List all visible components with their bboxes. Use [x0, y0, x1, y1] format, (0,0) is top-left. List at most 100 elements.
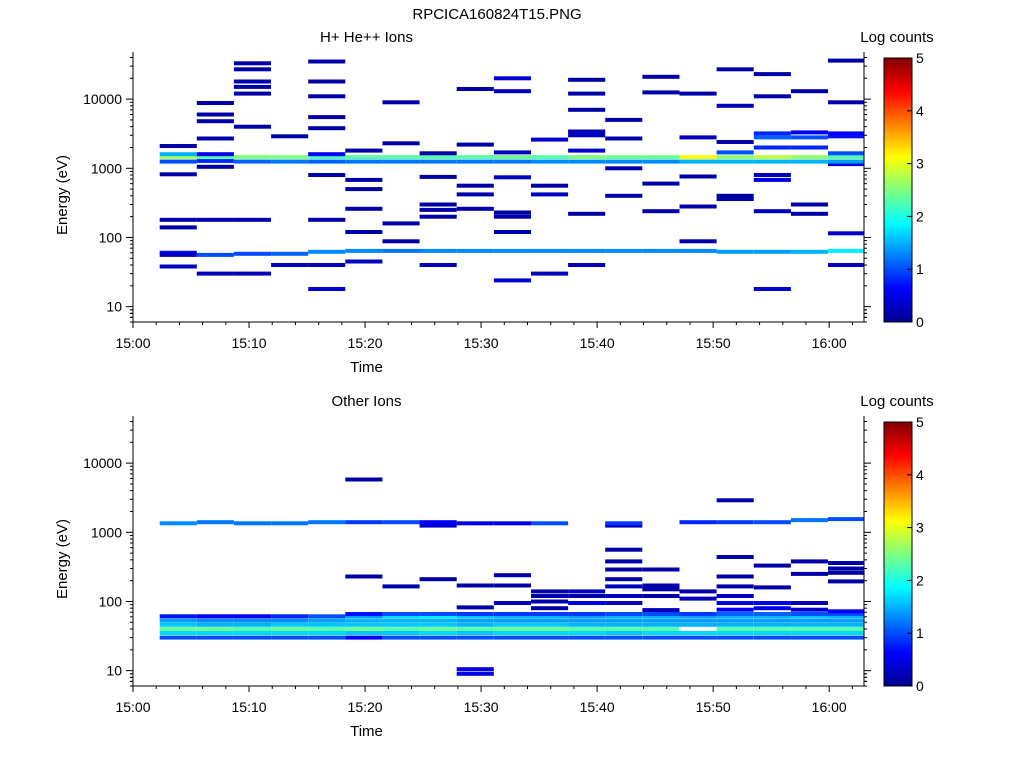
heatmap-cell — [568, 631, 606, 635]
heatmap-cell — [345, 574, 383, 579]
heatmap-cell — [419, 263, 457, 267]
heatmap-cell — [531, 271, 569, 276]
heatmap-cell — [679, 174, 717, 179]
heatmap-cell — [642, 583, 680, 588]
heatmap-cell — [790, 635, 828, 640]
heatmap-cell — [828, 561, 864, 565]
heatmap-cells — [159, 58, 864, 291]
heatmap-cell — [790, 159, 828, 164]
heatmap-cell — [159, 521, 197, 526]
heatmap-cell — [345, 230, 383, 234]
heatmap-cell — [605, 618, 643, 623]
heatmap-cell — [233, 61, 271, 66]
heatmap-cell — [456, 635, 494, 640]
heatmap-cell — [456, 87, 494, 91]
heatmap-cell — [493, 631, 531, 635]
heatmap-cell — [345, 206, 383, 211]
heatmap-cell — [531, 183, 569, 188]
heatmap-cell — [605, 559, 643, 564]
x-tick-label: 15:00 — [115, 335, 150, 351]
heatmap-cell — [753, 618, 791, 623]
heatmap-cell — [456, 159, 494, 164]
heatmap-cell — [271, 618, 309, 623]
heatmap-cell — [233, 84, 271, 89]
heatmap-cell — [308, 173, 346, 177]
heatmap-cell — [456, 248, 494, 253]
heatmap-cell — [271, 622, 309, 627]
heatmap-cell — [828, 517, 864, 522]
heatmap-cell — [493, 573, 531, 578]
heatmap-cell — [753, 287, 791, 291]
heatmap-cell — [382, 248, 420, 253]
heatmap-cell — [679, 159, 717, 164]
heatmap-cell — [828, 134, 864, 139]
heatmap-cell — [233, 67, 271, 72]
heatmap-cell — [271, 159, 309, 164]
x-tick-label: 15:50 — [696, 335, 731, 351]
heatmap-cell — [531, 248, 569, 253]
heatmap-cell — [568, 91, 606, 96]
heatmap-cell — [345, 148, 383, 153]
heatmap-cell — [753, 177, 791, 182]
heatmap-cell — [828, 248, 864, 253]
heatmap-cell — [456, 183, 494, 188]
heatmap-cell — [382, 584, 420, 589]
heatmap-cell — [790, 618, 828, 623]
heatmap-cell — [642, 587, 680, 592]
heatmap-cell — [828, 631, 864, 635]
heatmap-cell — [642, 612, 680, 616]
heatmap-cell — [753, 159, 791, 164]
heatmap-cell — [568, 614, 606, 619]
heatmap-cell — [196, 271, 234, 276]
heatmap-cell — [159, 159, 197, 164]
heatmap-cell — [345, 477, 383, 482]
heatmap-cell — [159, 614, 197, 619]
colorbar-tick-label: 3 — [916, 520, 924, 536]
heatmap-cell — [271, 251, 309, 256]
heatmap-cell — [196, 614, 234, 619]
x-tick-label: 15:40 — [580, 699, 615, 715]
heatmap-cell — [679, 614, 717, 619]
heatmap-cell — [679, 589, 717, 594]
heatmap-cell — [419, 614, 457, 619]
heatmap-cell — [233, 614, 271, 619]
heatmap-cell — [828, 155, 864, 160]
heatmap-cell — [605, 614, 643, 619]
y-tick-label: 1000 — [91, 524, 122, 540]
heatmap-cell — [159, 627, 197, 631]
heatmap-cell — [493, 210, 531, 215]
colorbar-tick-label: 4 — [916, 467, 924, 483]
heatmap-cell — [790, 135, 828, 140]
heatmap-cell — [233, 627, 271, 631]
heatmap-cell — [605, 612, 643, 616]
heatmap-cell — [828, 635, 864, 640]
heatmap-cell — [308, 614, 346, 619]
heatmap-cell — [308, 152, 346, 157]
heatmap-cell — [568, 159, 606, 164]
heatmap-cell — [159, 217, 197, 222]
heatmap-cell — [679, 631, 717, 635]
heatmap-cell — [345, 614, 383, 619]
heatmap-cell — [605, 584, 643, 589]
heatmap-cell — [531, 614, 569, 619]
colorbar-tick-label: 1 — [916, 261, 924, 277]
heatmap-cell — [605, 622, 643, 627]
heatmap-cell — [828, 100, 864, 105]
heatmap-cell — [605, 635, 643, 640]
heatmap-cell — [790, 601, 828, 605]
heatmap-cell — [196, 631, 234, 635]
heatmap-cell — [419, 622, 457, 627]
heatmap-cell — [345, 618, 383, 623]
heatmap-cell — [568, 618, 606, 623]
heatmap-cell — [419, 631, 457, 635]
heatmap-cell — [642, 618, 680, 623]
heatmap-cell — [493, 618, 531, 623]
colorbar-label: Log counts — [860, 393, 933, 410]
heatmap-cell — [716, 159, 754, 164]
heatmap-cell — [605, 136, 643, 141]
heatmap-cell — [642, 155, 680, 160]
heatmap-cell — [308, 59, 346, 64]
heatmap-cell — [828, 131, 864, 136]
heatmap-cell — [568, 155, 606, 160]
